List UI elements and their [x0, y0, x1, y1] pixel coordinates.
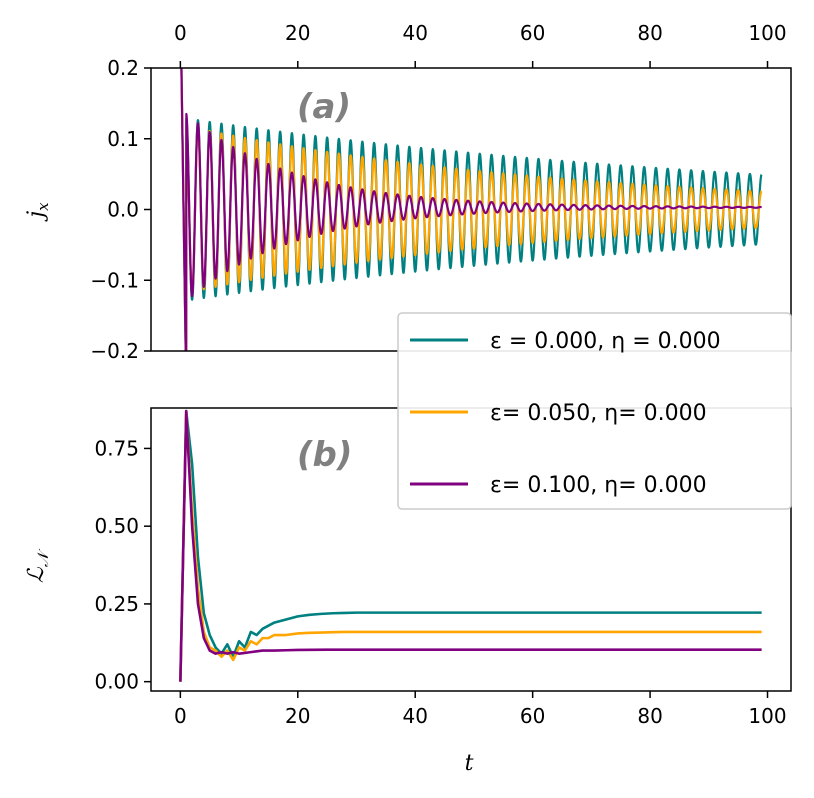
y-tick-label: 0.0: [107, 198, 139, 222]
y-tick-label: 0.25: [94, 592, 139, 616]
panel-b: 0 20 40 60 80 100 0.75 0.50 0.25 0.00 (b) ℒ𝒩 t: [24, 407, 792, 776]
top-x-tick-label: 80: [637, 21, 662, 45]
y-tick-label: 0.50: [94, 514, 139, 538]
legend: ε = 0.000, η = 0.000 ε= 0.050, η= 0.000 …: [397, 312, 792, 510]
x-tick-label: 60: [520, 704, 545, 728]
panel-a-ylabel: jx: [24, 202, 52, 223]
series-line-0: [179, 409, 762, 682]
panel-b-series-group: [179, 409, 762, 682]
legend-label-2: ε= 0.100, η= 0.000: [490, 473, 707, 498]
x-tick-label: 40: [402, 704, 427, 728]
y-tick-label: −0.1: [90, 268, 139, 292]
panel-b-ylabel: ℒ𝒩: [24, 548, 52, 583]
top-x-tick-label: 60: [520, 21, 545, 45]
panel-a-series-group: [180, 68, 763, 351]
legend-box: [397, 312, 792, 510]
series-line-1: [179, 409, 762, 682]
top-x-tick-label: 20: [285, 21, 310, 45]
x-tick-label: 0: [174, 704, 187, 728]
x-axis-label: t: [465, 751, 474, 776]
panel-a-label: (a): [297, 87, 351, 127]
x-tick-label: 20: [285, 704, 310, 728]
panel-a-ticks: 0 20 40 60 80 100 0.2 0.1 0.0 −0.1 −0.2: [90, 21, 786, 363]
top-x-tick-label: 40: [402, 21, 427, 45]
panel-b-label: (b): [297, 435, 352, 475]
panel-b-ticks: 0 20 40 60 80 100 0.75 0.50 0.25 0.00: [94, 436, 786, 728]
legend-label-1: ε= 0.050, η= 0.000: [490, 401, 707, 426]
y-tick-label: 0.00: [94, 670, 139, 694]
y-tick-label: 0.2: [107, 56, 139, 80]
y-tick-label: 0.75: [94, 436, 139, 460]
top-x-tick-label: 100: [748, 21, 786, 45]
y-tick-label: −0.2: [90, 339, 139, 363]
x-tick-label: 100: [748, 704, 786, 728]
top-x-tick-label: 0: [174, 21, 187, 45]
series-line-2: [179, 409, 762, 682]
series-line-2: [180, 68, 763, 351]
y-tick-label: 0.1: [107, 127, 139, 151]
legend-label-0: ε = 0.000, η = 0.000: [490, 329, 721, 354]
x-tick-label: 80: [637, 704, 662, 728]
